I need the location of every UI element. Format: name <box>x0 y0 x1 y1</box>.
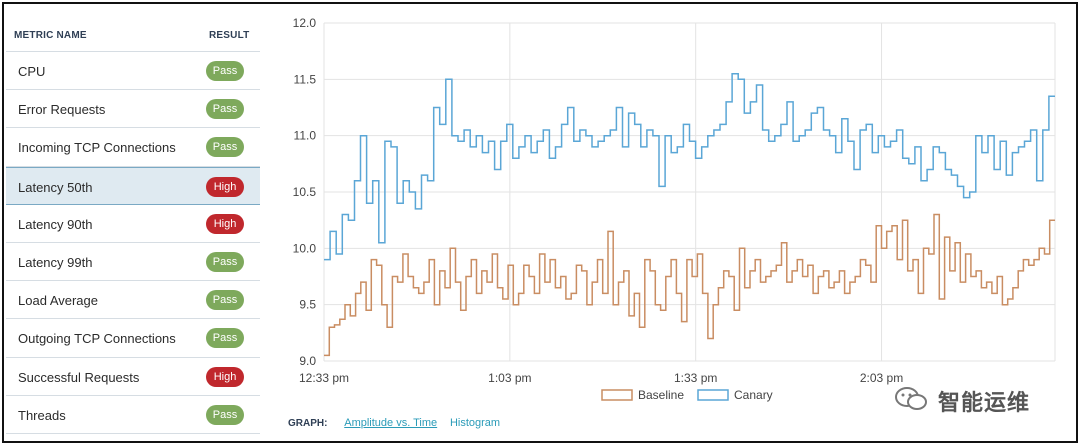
x-tick-label: 1:33 pm <box>674 371 717 385</box>
metric-row[interactable]: Latency 50th High <box>6 166 260 205</box>
result-badge: Pass <box>206 99 244 120</box>
x-tick-label: 12:33 pm <box>299 371 349 385</box>
metric-row[interactable]: Error Requests Pass <box>6 90 260 129</box>
series-line-baseline <box>324 213 1055 357</box>
metric-name: Error Requests <box>18 102 106 118</box>
graph-link-histogram[interactable]: Histogram <box>449 417 501 429</box>
result-badge: Pass <box>206 61 244 81</box>
result-badge: Pass <box>206 290 244 311</box>
y-tick-label: 12.0 <box>293 16 317 30</box>
series-line-canary <box>324 72 1055 261</box>
metric-name: Load Average <box>18 293 98 309</box>
y-tick-label: 11.0 <box>294 129 317 143</box>
graph-label: GRAPH: <box>288 418 328 429</box>
x-tick-label: 1:03 pm <box>488 371 531 385</box>
wechat-icon <box>895 387 927 410</box>
result-badge: High <box>206 366 244 387</box>
metric-name: CPU <box>18 64 46 79</box>
metric-row[interactable]: Latency 90th High <box>6 205 260 243</box>
metric-name: Latency 99th <box>18 254 93 270</box>
metric-name: Latency 90th <box>18 216 93 232</box>
result-badge: Pass <box>206 328 244 349</box>
amplitude-chart: 9.0 9.5 10.0 10.5 11.0 11.5 12.0 12:33 pm 1:03 p… <box>282 10 1072 402</box>
metric-table-header: METRIC NAME RESULT <box>6 18 260 52</box>
y-tick-label: 10.0 <box>293 241 317 255</box>
result-badge: Pass <box>206 251 244 272</box>
legend-swatch-baseline <box>601 389 633 401</box>
metric-name: Threads <box>18 407 66 423</box>
y-tick-label: 10.5 <box>293 185 317 199</box>
metric-row[interactable]: Threads Pass <box>6 396 260 434</box>
y-tick-label: 11.5 <box>294 72 317 86</box>
metric-name: Latency 50th <box>18 179 93 195</box>
metric-row[interactable]: CPU Pass <box>6 52 260 91</box>
graph-footer: GRAPH: Amplitude vs. Time Histogram <box>288 417 510 429</box>
legend-label: Baseline <box>638 388 684 402</box>
y-tick-label: 9.5 <box>299 298 316 312</box>
metric-row[interactable]: Latency 99th Pass <box>6 243 260 282</box>
metric-row[interactable]: Load Average Pass <box>6 281 260 320</box>
metric-row[interactable]: Outgoing TCP Connections Pass <box>6 319 260 358</box>
column-header-result: RESULT <box>209 30 250 41</box>
metric-name: Incoming TCP Connections <box>18 140 176 156</box>
watermark: 智能运维 <box>892 384 1062 415</box>
metric-row[interactable]: Incoming TCP Connections Pass <box>6 128 260 167</box>
result-badge: High <box>206 213 244 234</box>
watermark-text: 智能运维 <box>938 390 1031 415</box>
metric-table: METRIC NAME RESULT CPU Pass Error Requests… <box>6 18 260 434</box>
metric-name: Successful Requests <box>18 369 140 385</box>
metric-name: Outgoing TCP Connections <box>18 331 176 347</box>
chart-svg: 9.0 9.5 10.0 10.5 11.0 11.5 12.0 12:33 pm 1:03 p… <box>293 16 1056 402</box>
result-badge: High <box>206 176 244 197</box>
y-tick-label: 9.0 <box>299 354 316 368</box>
result-badge: Pass <box>206 404 244 425</box>
result-badge: Pass <box>206 137 244 158</box>
column-header-metric-name: METRIC NAME <box>14 30 87 41</box>
legend-label: Canary <box>734 388 773 402</box>
metric-row[interactable]: Successful Requests High <box>6 358 260 396</box>
graph-link-amplitude[interactable]: Amplitude vs. Time <box>344 417 438 429</box>
x-tick-label: 2:03 pm <box>860 371 903 385</box>
legend-swatch-canary <box>697 389 729 401</box>
